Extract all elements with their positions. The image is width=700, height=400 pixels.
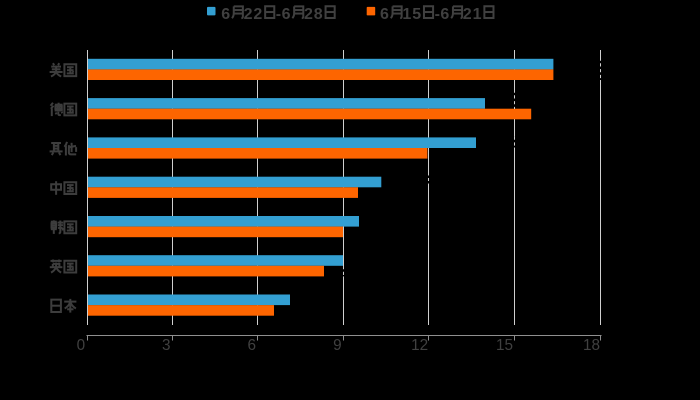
- svg-text:0: 0: [77, 337, 86, 354]
- svg-text:2: 2: [253, 6, 262, 23]
- svg-text:2: 2: [463, 6, 472, 23]
- svg-text:6: 6: [221, 6, 230, 23]
- svg-text:6: 6: [380, 6, 389, 23]
- svg-text:5: 5: [412, 6, 421, 23]
- svg-text:1: 1: [402, 6, 411, 23]
- svg-text:6: 6: [247, 337, 256, 354]
- svg-text:1: 1: [473, 6, 482, 23]
- svg-text:2: 2: [244, 6, 253, 23]
- svg-text:18: 18: [583, 337, 600, 354]
- svg-text:6: 6: [282, 6, 291, 23]
- svg-text:9: 9: [333, 337, 342, 354]
- svg-text:15: 15: [496, 337, 513, 354]
- svg-text:2: 2: [304, 6, 313, 23]
- svg-text:8: 8: [314, 6, 323, 23]
- svg-text:-: -: [435, 6, 440, 23]
- svg-text:6: 6: [440, 6, 449, 23]
- svg-text:3: 3: [162, 337, 171, 354]
- svg-text:-: -: [276, 6, 281, 23]
- svg-text:12: 12: [411, 337, 428, 354]
